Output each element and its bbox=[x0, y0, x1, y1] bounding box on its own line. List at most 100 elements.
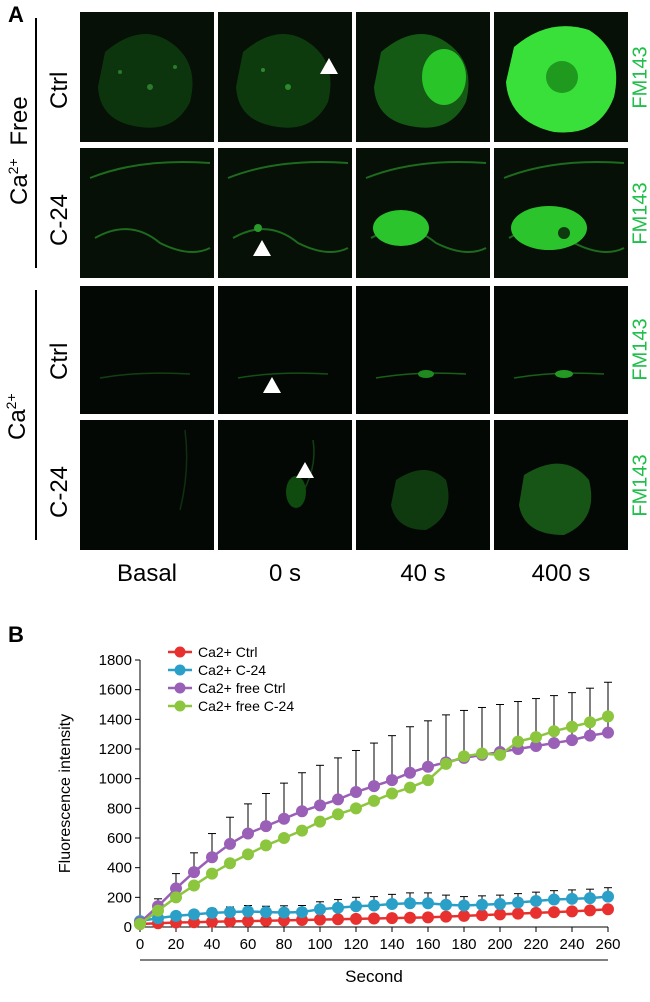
data-point-1-25 bbox=[584, 892, 596, 905]
data-point-0-26 bbox=[602, 903, 614, 916]
data-point-1-23 bbox=[548, 893, 560, 906]
data-point-3-24 bbox=[566, 720, 578, 733]
data-point-0-22 bbox=[530, 906, 542, 919]
data-point-0-15 bbox=[404, 911, 416, 924]
x-tick-label-13: 260 bbox=[595, 936, 620, 953]
data-point-1-11 bbox=[332, 901, 344, 914]
x-tick-label-3: 60 bbox=[240, 936, 257, 953]
data-point-0-16 bbox=[422, 911, 434, 924]
data-point-1-15 bbox=[404, 897, 416, 910]
y-tick-label-3: 600 bbox=[107, 830, 132, 847]
data-point-2-9 bbox=[296, 805, 308, 818]
data-point-1-19 bbox=[476, 898, 488, 911]
data-point-3-22 bbox=[530, 731, 542, 744]
image-free-c24-40s bbox=[356, 148, 490, 278]
column-label-40s: 40 s bbox=[400, 560, 446, 587]
data-point-0-17 bbox=[440, 910, 452, 923]
data-point-1-9 bbox=[296, 906, 308, 919]
data-point-0-10 bbox=[314, 913, 326, 926]
data-point-0-13 bbox=[368, 912, 380, 925]
data-point-2-12 bbox=[350, 786, 362, 799]
data-point-1-3 bbox=[188, 908, 200, 921]
data-point-2-14 bbox=[386, 774, 398, 787]
x-tick-label-11: 220 bbox=[523, 936, 548, 953]
data-point-2-16 bbox=[422, 760, 434, 773]
data-point-1-17 bbox=[440, 898, 452, 911]
data-point-1-13 bbox=[368, 899, 380, 912]
legend-label-2: Ca2+ free Ctrl bbox=[198, 680, 286, 696]
data-point-1-26 bbox=[602, 890, 614, 903]
data-point-2-4 bbox=[206, 851, 218, 864]
image-free-c24-basal bbox=[80, 148, 214, 278]
row-label-4: C-24 bbox=[46, 465, 73, 518]
data-point-3-3 bbox=[188, 879, 200, 892]
data-point-3-18 bbox=[458, 750, 470, 763]
y-tick-label-7: 1400 bbox=[99, 711, 132, 728]
legend-label-0: Ca2+ Ctrl bbox=[198, 644, 258, 660]
data-point-0-21 bbox=[512, 907, 524, 920]
panel-a-letter: A bbox=[8, 2, 24, 27]
x-tick-label-9: 180 bbox=[451, 936, 476, 953]
data-point-3-21 bbox=[512, 735, 524, 748]
x-tick-label-4: 80 bbox=[276, 936, 293, 953]
legend-marker-1 bbox=[174, 664, 186, 676]
data-point-2-11 bbox=[332, 793, 344, 806]
data-point-0-6 bbox=[242, 915, 254, 928]
data-point-0-23 bbox=[548, 906, 560, 919]
legend-marker-2 bbox=[174, 682, 186, 694]
data-point-3-26 bbox=[602, 710, 614, 723]
line-chart: 0 200 400 600 800 1000 1200 1400 1600 1800 0 20 40 60… bbox=[57, 644, 621, 986]
x-tick-label-6: 120 bbox=[343, 936, 368, 953]
row-label-3: Ctrl bbox=[46, 342, 73, 380]
data-point-1-22 bbox=[530, 895, 542, 908]
data-point-2-15 bbox=[404, 766, 416, 779]
arrow-marker-2 bbox=[253, 240, 271, 256]
y-tick-label-0: 0 bbox=[124, 919, 132, 936]
x-tick-label-1: 20 bbox=[168, 936, 185, 953]
group-line-ca bbox=[35, 290, 37, 540]
y-tick-label-4: 800 bbox=[107, 800, 132, 817]
data-point-0-14 bbox=[386, 912, 398, 925]
data-point-3-19 bbox=[476, 747, 488, 760]
data-point-3-10 bbox=[314, 815, 326, 828]
image-ca-c24-40s bbox=[356, 420, 490, 550]
data-point-2-8 bbox=[278, 812, 290, 825]
data-point-1-6 bbox=[242, 905, 254, 918]
column-label-basal: Basal bbox=[116, 560, 178, 587]
data-point-3-11 bbox=[332, 808, 344, 821]
y-tick-label-5: 1000 bbox=[99, 771, 132, 788]
x-tick-label-10: 200 bbox=[487, 936, 512, 953]
data-point-1-21 bbox=[512, 896, 524, 909]
column-label-0s: 0 s bbox=[268, 560, 301, 587]
legend-marker-3 bbox=[174, 700, 186, 712]
image-free-c24-0s bbox=[218, 148, 352, 278]
group-line-free bbox=[35, 18, 37, 268]
data-point-1-2 bbox=[170, 909, 182, 922]
y-tick-label-6: 1200 bbox=[99, 741, 132, 758]
data-point-3-23 bbox=[548, 725, 560, 738]
data-point-2-13 bbox=[368, 780, 380, 793]
data-point-0-7 bbox=[260, 914, 272, 927]
data-point-3-8 bbox=[278, 832, 290, 844]
panel-b-letter: B bbox=[8, 622, 24, 647]
legend-label-3: Ca2+ free C-24 bbox=[198, 698, 294, 714]
stain-label-4: FM143 bbox=[629, 454, 650, 517]
group-label-ca-free: Ca2+ Free bbox=[5, 96, 33, 205]
data-point-0-18 bbox=[458, 909, 470, 922]
data-point-3-9 bbox=[296, 824, 308, 837]
data-point-1-24 bbox=[566, 892, 578, 905]
image-ca-c24-0s bbox=[218, 420, 352, 550]
stain-label-1: FM143 bbox=[629, 46, 650, 109]
data-point-1-14 bbox=[386, 898, 398, 911]
x-tick-label-0: 0 bbox=[136, 936, 144, 953]
y-tick-label-9: 1800 bbox=[99, 652, 132, 669]
image-free-c24-400s bbox=[494, 148, 628, 278]
image-free-ctrl-400s bbox=[494, 12, 628, 142]
data-point-0-4 bbox=[206, 915, 218, 928]
data-point-0-12 bbox=[350, 912, 362, 925]
data-point-1-4 bbox=[206, 906, 218, 919]
data-point-0-24 bbox=[566, 905, 578, 918]
data-point-3-6 bbox=[242, 848, 254, 861]
data-point-3-13 bbox=[368, 794, 380, 807]
legend-marker-0 bbox=[174, 646, 186, 658]
